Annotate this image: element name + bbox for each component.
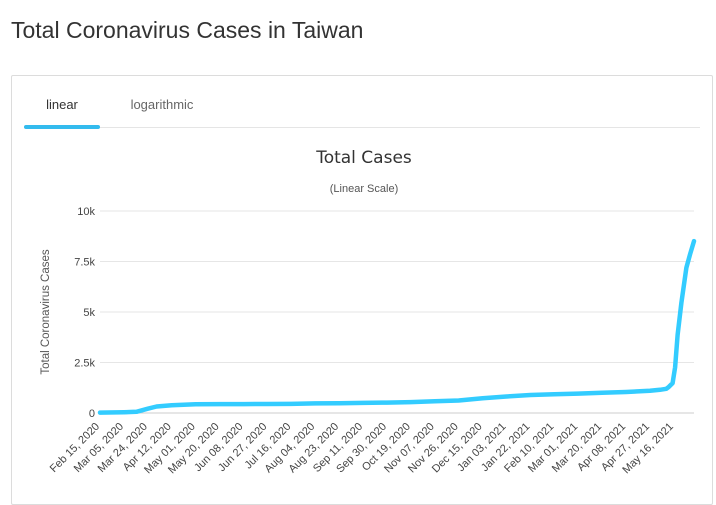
tab-linear[interactable]: linear <box>24 76 100 129</box>
y-tick-label: 10k <box>77 206 95 218</box>
scale-tabs: linear logarithmic <box>24 76 700 129</box>
chart-subtitle: (Linear Scale) <box>330 183 398 195</box>
y-tick-label: 5k <box>83 307 95 319</box>
y-axis-label: Total Coronavirus Cases <box>40 249 52 375</box>
tab-logarithmic[interactable]: logarithmic <box>130 97 194 112</box>
chart-title: Total Cases <box>315 148 412 168</box>
series-line <box>97 238 697 415</box>
page-title: Total Coronavirus Cases in Taiwan <box>11 17 364 43</box>
y-tick-label: 7.5k <box>74 257 95 269</box>
y-tick-label: 0 <box>89 408 95 420</box>
series-layer <box>97 238 697 415</box>
gridlines <box>100 210 694 414</box>
line-chart: Total Cases (Linear Scale) Total Coronav… <box>40 148 697 477</box>
y-axis-ticks: 0 2.5k 5k 7.5k 10k <box>74 206 95 420</box>
y-tick-label: 2.5k <box>74 358 95 370</box>
